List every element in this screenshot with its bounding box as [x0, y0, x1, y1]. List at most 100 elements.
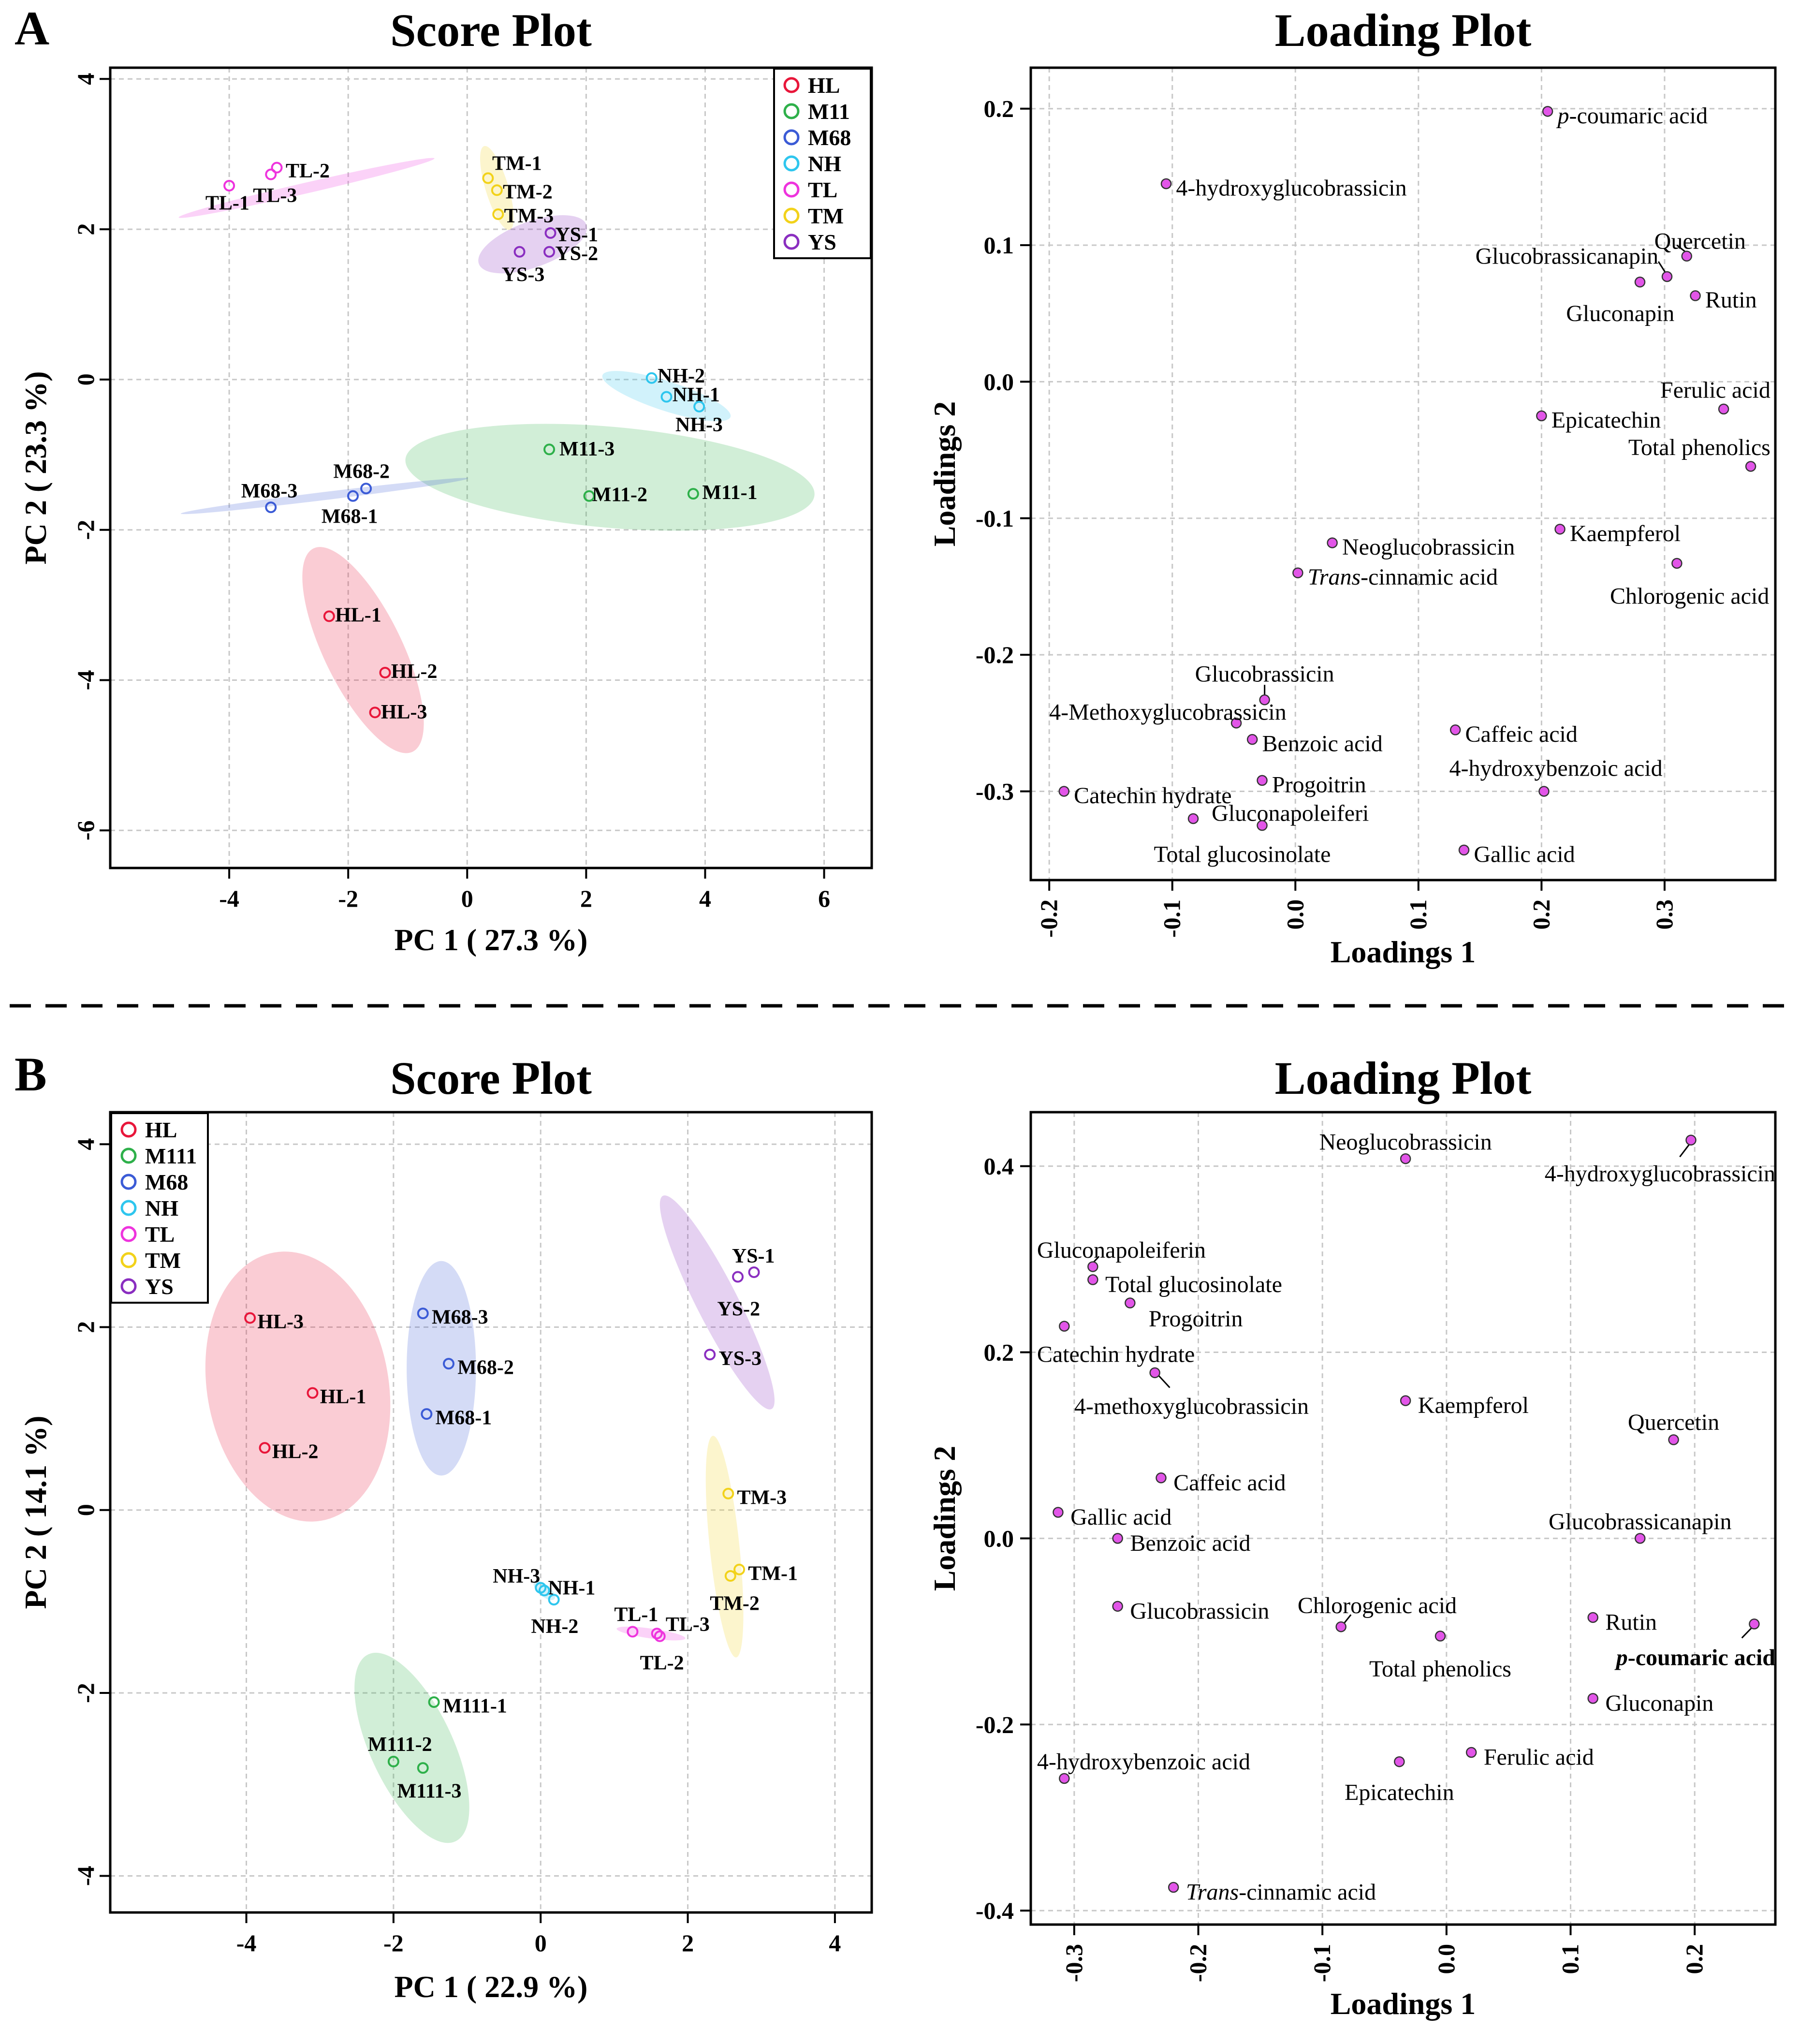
- x-tick-label: -0.2: [1185, 1944, 1212, 1982]
- sample-label: M111-2: [368, 1734, 432, 1756]
- loading-point: [1554, 524, 1566, 535]
- sample-point-M111-2: [387, 1755, 399, 1767]
- loading-label: Glucobrassicin: [1130, 1598, 1269, 1624]
- loading-label: 4-hydroxyglucobrassicin: [1545, 1161, 1775, 1187]
- confidence-ellipse-TM: [705, 1436, 744, 1658]
- legend-label: TL: [808, 177, 837, 202]
- loading-label: Progoitrin: [1272, 772, 1366, 797]
- loading-label: Kaempferol: [1570, 521, 1681, 546]
- y-axis-label: PC 2 ( 23.3 %): [18, 371, 53, 565]
- sample-label: NH-2: [658, 365, 705, 387]
- y-axis-label: PC 2 ( 14.1 %): [18, 1416, 53, 1609]
- confidence-ellipse-TM: [480, 146, 514, 230]
- panel-a-label: A: [15, 1, 49, 55]
- sample-point-NH-1: [548, 1594, 560, 1606]
- sample-label: M11-1: [702, 482, 757, 504]
- B_score-chart: -4 -2 0 2 4 4 2 0 -2 -4 Score Plot PC 1 ( 22.9 %) PC…: [18, 1052, 873, 2004]
- y-tick-label: -4: [72, 1866, 99, 1886]
- y-tick-label: -0.3: [976, 778, 1014, 805]
- loading-label: Rutin: [1605, 1610, 1657, 1635]
- legend-label: YS: [145, 1274, 174, 1299]
- loading-point: [1681, 250, 1692, 262]
- y-tick-label: -2: [72, 1683, 99, 1703]
- legend-marker-TL: [783, 181, 800, 198]
- sample-label: NH-3: [493, 1565, 540, 1588]
- sample-label: TL-2: [640, 1652, 684, 1675]
- confidence-ellipse-HL: [302, 547, 424, 753]
- legend-box: [110, 1112, 209, 1304]
- legend-label: M68: [808, 125, 851, 150]
- legend-label: YS: [808, 230, 836, 254]
- loading-point: [1434, 1631, 1446, 1642]
- confidence-ellipse-YS: [478, 215, 587, 274]
- sample-point-YS-3: [704, 1349, 716, 1361]
- label-leader-line: [1158, 1375, 1171, 1388]
- loading-label: Neoglucobrassicin: [1319, 1130, 1492, 1155]
- legend-marker-M68: [783, 129, 800, 146]
- confidence-ellipse-HL: [205, 1251, 391, 1522]
- y-tick-label: 0: [72, 1504, 99, 1516]
- x-tick-label: -4: [236, 1929, 257, 1956]
- sample-label: M11-3: [559, 438, 615, 460]
- y-tick-label: 0.2: [984, 95, 1014, 122]
- sample-point-YS-3: [513, 246, 526, 258]
- sample-point-TL-3: [265, 168, 277, 180]
- sample-label: M68-1: [436, 1407, 492, 1429]
- chart-title: Score Plot: [390, 1052, 592, 1104]
- sample-point-TL-2: [271, 162, 283, 174]
- loading-label: Chlorogenic acid: [1610, 584, 1769, 609]
- sample-label: YS-2: [717, 1298, 760, 1321]
- y-tick-label: -0.1: [976, 505, 1014, 532]
- sample-label: HL-2: [272, 1441, 319, 1463]
- x-axis-label: Loadings 1: [1331, 935, 1476, 969]
- legend-label: HL: [145, 1118, 177, 1142]
- loading-label: Catechin hydrate: [1037, 1341, 1195, 1367]
- confidence-ellipse-TL: [616, 1626, 686, 1641]
- loading-point: [1327, 537, 1338, 548]
- loading-point: [1542, 106, 1553, 117]
- sample-label: M111-3: [397, 1780, 461, 1802]
- loading-label: Gallic acid: [1070, 1504, 1171, 1530]
- loading-label: Gluconapin: [1566, 301, 1674, 326]
- loading-label: Caffeic acid: [1465, 721, 1578, 747]
- sample-label: M68-3: [241, 480, 298, 502]
- loading-point: [1259, 694, 1270, 706]
- legend-label: NH: [808, 151, 841, 176]
- sample-label: YS-3: [502, 264, 545, 286]
- y-tick-label: 0.2: [984, 1338, 1014, 1366]
- loading-label: Gluconapoleiferi: [1212, 801, 1369, 826]
- loading-point: [1690, 290, 1701, 301]
- label-leader-line: [1741, 1627, 1753, 1639]
- loading-label: 4-methoxyglucobrassicin: [1074, 1394, 1309, 1419]
- sample-label: M68-2: [333, 460, 390, 483]
- sample-label: NH-2: [531, 1616, 578, 1638]
- loading-label: Kaempferol: [1418, 1393, 1529, 1418]
- legend-label: TM: [808, 204, 844, 228]
- sample-label: TL-1: [205, 192, 249, 215]
- sample-label: TM-2: [503, 181, 553, 203]
- legend-marker-HL: [120, 1121, 137, 1138]
- x-tick-label: 0: [461, 885, 473, 912]
- loading-point: [1749, 1618, 1760, 1630]
- loading-label: Chlorogenic acid: [1298, 1593, 1457, 1618]
- loading-point: [1400, 1395, 1411, 1406]
- legend-marker-M11: [783, 103, 800, 119]
- loading-point: [1257, 775, 1268, 786]
- x-tick-label: 4: [699, 885, 711, 912]
- legend-marker-NH: [120, 1200, 137, 1216]
- loading-label: Trans-cinnamic acid: [1186, 1880, 1376, 1905]
- sample-point-NH-2: [645, 372, 658, 384]
- sample-label: HL-3: [381, 701, 427, 723]
- y-tick-label: 0.0: [984, 1525, 1014, 1552]
- sample-point-M68-2: [360, 483, 372, 495]
- sample-point-NH-2: [538, 1585, 550, 1597]
- loading-point: [1053, 1507, 1064, 1518]
- loading-label: Quercetin: [1628, 1410, 1719, 1435]
- loading-point: [1257, 820, 1268, 831]
- sample-label: TM-1: [492, 152, 542, 175]
- sample-label: NH-1: [548, 1577, 595, 1600]
- sample-point-NH-1: [660, 391, 673, 403]
- sample-point-M68-3: [265, 501, 277, 514]
- plot-frame: [109, 1111, 873, 1914]
